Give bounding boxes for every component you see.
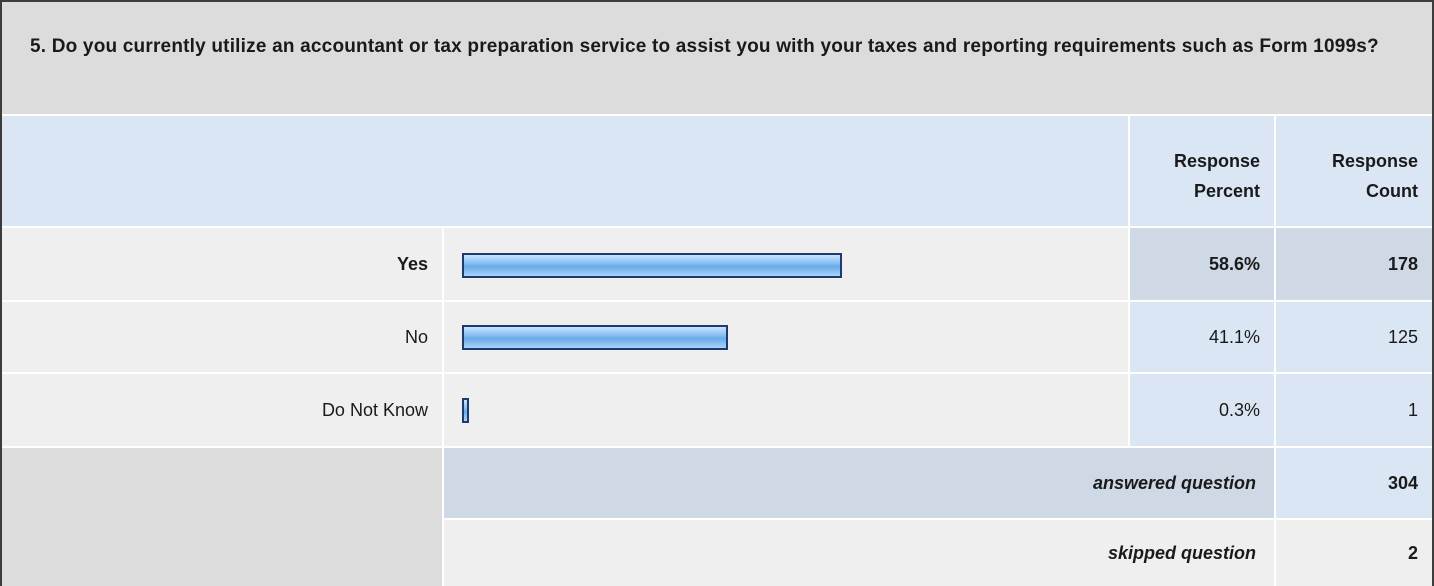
header-response-percent-line1: Response	[1173, 151, 1260, 171]
row-bar-cell-yes	[442, 226, 1128, 300]
skipped-question-label: skipped question	[442, 518, 1274, 586]
header-response-percent-line2: Percent	[1193, 181, 1260, 201]
row-percent-no: 41.1%	[1128, 300, 1274, 372]
row-percent-do-not-know: 0.3%	[1128, 372, 1274, 446]
row-label-do-not-know: Do Not Know	[2, 372, 442, 446]
row-percent-yes: 58.6%	[1128, 226, 1274, 300]
question-title: 5. Do you currently utilize an accountan…	[2, 2, 1432, 116]
footer-blank	[2, 446, 442, 586]
header-response-count-line1: Response	[1331, 151, 1418, 171]
row-count-do-not-know: 1	[1274, 372, 1432, 446]
row-bar-cell-do-not-know	[442, 372, 1128, 446]
header-blank	[2, 116, 1128, 226]
row-count-yes: 178	[1274, 226, 1432, 300]
row-count-no: 125	[1274, 300, 1432, 372]
bar-do-not-know	[462, 398, 469, 423]
row-bar-cell-no	[442, 300, 1128, 372]
skipped-question-value: 2	[1274, 518, 1432, 586]
row-label-yes: Yes	[2, 226, 442, 300]
bar-no	[462, 325, 728, 350]
answered-question-value: 304	[1274, 446, 1432, 518]
bar-yes	[462, 253, 842, 278]
row-label-no: No	[2, 300, 442, 372]
header-response-percent: Response Percent	[1128, 116, 1274, 226]
answered-question-label: answered question	[442, 446, 1274, 518]
header-response-count-line2: Count	[1366, 181, 1418, 201]
header-response-count: Response Count	[1274, 116, 1432, 226]
